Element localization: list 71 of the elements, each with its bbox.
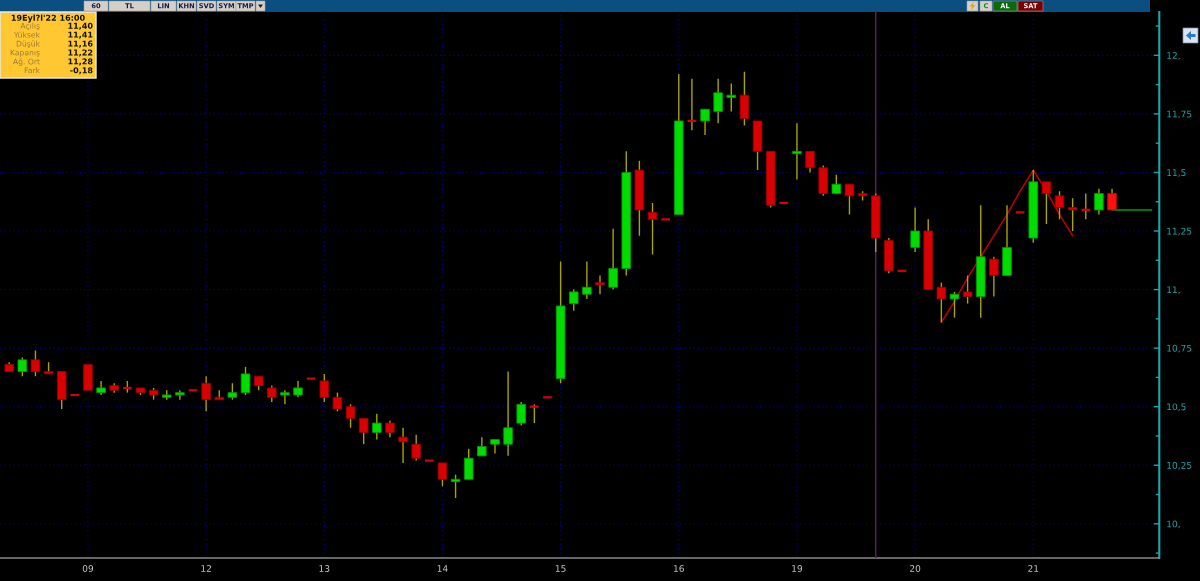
annotation: 11,28 — [68, 58, 93, 66]
candlestick — [726, 82, 737, 113]
candlestick — [358, 417, 369, 445]
y-tick-label: 10,75 — [1167, 344, 1192, 353]
annotation: 11,16 — [68, 40, 93, 48]
x-tick-label: 20 — [910, 565, 921, 572]
candlestick — [936, 281, 947, 324]
candlestick — [805, 150, 815, 174]
candlestick — [1067, 197, 1078, 232]
candlestick — [1094, 188, 1104, 216]
candlestick — [30, 349, 41, 377]
line-series — [940, 169, 1074, 324]
x-tick-label: 16 — [674, 565, 684, 572]
candlestick — [608, 227, 618, 291]
annotation: 11,41 — [68, 31, 93, 39]
candlestick — [1054, 190, 1065, 220]
candlestick — [503, 370, 513, 457]
y-tick-label: 11,75 — [1167, 110, 1192, 119]
annotation: 11,40 — [68, 22, 93, 30]
candlestick — [595, 274, 605, 295]
candlestick — [910, 206, 920, 253]
candlestick — [528, 403, 540, 424]
candlestick — [582, 260, 592, 300]
candlestick — [490, 438, 500, 455]
candlestick — [398, 427, 408, 464]
candlestick — [463, 448, 474, 480]
candlestick — [319, 373, 330, 403]
candlestick — [201, 375, 211, 413]
candlestick — [332, 391, 343, 413]
candlestick — [962, 274, 973, 305]
x-tick-label: 12 — [201, 565, 211, 572]
y-tick-label: 10, — [1167, 520, 1180, 529]
candlestick — [568, 288, 579, 312]
candlestick — [713, 78, 723, 124]
candlestick — [17, 356, 28, 377]
candlestick — [989, 256, 999, 298]
x-tick-label: 09 — [82, 565, 94, 572]
candlestick — [949, 291, 960, 319]
candlestick — [792, 122, 802, 181]
y-tick-label: 11,25 — [1167, 227, 1192, 236]
x-tick-label: 19 — [792, 565, 803, 572]
candlestick — [411, 434, 421, 462]
candlestick — [647, 202, 658, 256]
x-tick-label: 15 — [555, 565, 566, 572]
x-tick-label: 21 — [1028, 565, 1039, 572]
candlestick — [1041, 181, 1052, 225]
candlestick — [450, 473, 461, 499]
y-tick-label: 11,5 — [1167, 169, 1186, 177]
candlestick — [477, 436, 487, 457]
y-tick-label: 11, — [1167, 286, 1180, 295]
candlestick — [1107, 188, 1117, 211]
candlestick — [372, 413, 382, 441]
candlestick — [240, 366, 251, 396]
candlestick — [739, 71, 750, 127]
y-tick-label: 10,25 — [1167, 461, 1192, 470]
y-tick-label: 12, — [1167, 52, 1180, 60]
candlestick — [345, 403, 356, 429]
annotation: -0,18 — [70, 67, 93, 75]
candlestick — [175, 389, 185, 401]
candlestick — [844, 183, 855, 216]
x-tick-label: 13 — [319, 565, 330, 572]
annotation: 19Eyl?l'22 16:00 — [11, 14, 85, 23]
y-tick-label: 10,5 — [1167, 403, 1186, 412]
candlestick — [437, 462, 448, 488]
x-tick-label: 14 — [437, 565, 448, 572]
candlestick — [700, 108, 710, 136]
candlestick — [516, 401, 526, 427]
annotation: 11,22 — [68, 49, 93, 57]
candlestick — [1080, 192, 1092, 220]
candlestick — [831, 174, 842, 195]
candlestick — [280, 389, 290, 406]
